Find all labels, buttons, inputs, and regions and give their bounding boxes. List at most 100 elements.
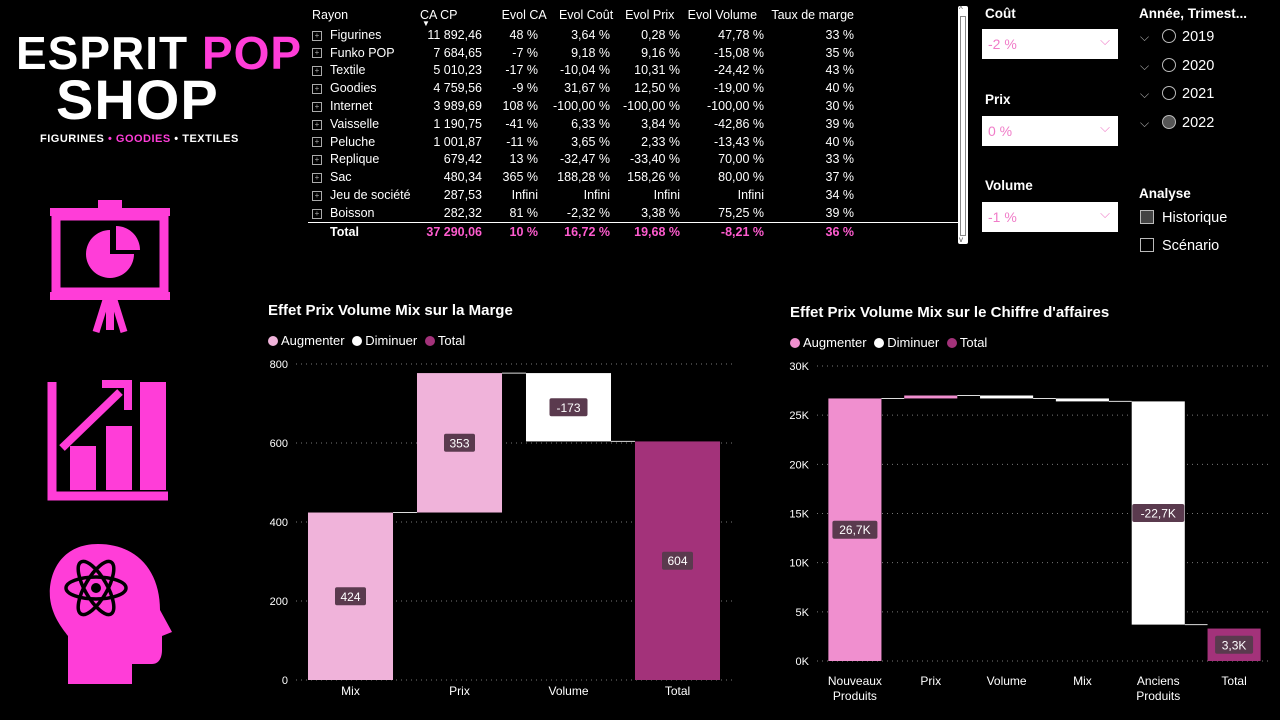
row-value-cell: 158,26 % <box>627 170 680 185</box>
expand-plus-icon[interactable]: + <box>312 208 322 219</box>
table-row[interactable]: + Peluche 1 001,87 -11 % 3,65 % 2,33 % -13,43 … <box>308 133 858 151</box>
scroll-down-icon[interactable]: v <box>959 235 963 244</box>
year-item-2019[interactable]: ⌵ 2019 <box>1140 29 1214 51</box>
row-value-cell: -33,40 % <box>629 152 680 167</box>
legend-item-diminuer[interactable]: Diminuer <box>874 335 939 350</box>
row-value-cell: -19,00 % <box>713 81 764 96</box>
expand-plus-icon[interactable]: + <box>312 119 322 130</box>
row-value-cell: 37 % <box>825 170 855 185</box>
expand-plus-icon[interactable]: + <box>312 83 322 94</box>
rayon-matrix-table: Rayon CA CP ▼ Evol CA Evol Coût Evol Pri… <box>308 4 958 256</box>
scrollbar-thumb[interactable] <box>960 16 966 236</box>
prix-dropdown[interactable]: 0 % ⌵ <box>982 116 1118 146</box>
ca-waterfall-chart[interactable]: 0K5K10K15K20K25K30K26,7KNouveauxProduits… <box>752 352 1272 712</box>
row-rayon-label: Sac <box>330 170 352 185</box>
expand-plus-icon[interactable]: + <box>312 48 322 59</box>
radio-selected-icon[interactable] <box>1162 115 1176 129</box>
data-label: 424 <box>340 590 360 604</box>
analyse-option-historique[interactable]: Historique <box>1140 210 1227 226</box>
logo-word-shop: SHOP <box>56 68 219 131</box>
row-value-cell: 3,65 % <box>571 134 610 149</box>
table-row[interactable]: + Internet 3 989,69 108 % -100,00 % -100,00 %… <box>308 97 858 115</box>
marge-waterfall-chart[interactable]: 0 200 400 600 800 424 Mix 353 Prix -173 Volume 604 T… <box>262 352 732 707</box>
table-row[interactable]: + Figurines 11 892,46 48 % 3,64 % 0,28 % 47,78… <box>308 26 858 44</box>
y-tick-label: 200 <box>270 596 288 608</box>
y-tick-label: 600 <box>270 438 288 450</box>
checkbox-icon[interactable] <box>1140 238 1154 252</box>
logo-tagline-goodies: GOODIES <box>115 133 171 145</box>
column-header-evol-ca[interactable]: Evol CA <box>501 8 547 22</box>
table-row[interactable]: + Replique 679,42 13 % -32,47 % -33,40 % 70,00… <box>308 151 858 169</box>
legend-dot <box>424 336 435 346</box>
column-header-evol-cout[interactable]: Evol Coût <box>558 8 614 22</box>
legend-item-augmenter[interactable]: Augmenter <box>790 335 867 350</box>
expand-plus-icon[interactable]: + <box>312 155 322 166</box>
table-row[interactable]: + Boisson 282,32 81 % -2,32 % 3,38 % 75,25 % 39… <box>308 204 858 222</box>
year-item-2020[interactable]: ⌵ 2020 <box>1140 58 1214 80</box>
table-row[interactable]: + Funko POP 7 684,65 -7 % 9,18 % 9,16 % -15,08… <box>308 44 858 62</box>
presentation-pie-chart-icon[interactable] <box>40 200 180 335</box>
row-rayon-cell: + Sac <box>308 168 416 186</box>
row-value-cell: 35 % <box>825 45 855 60</box>
row-value-cell: 3,38 % <box>641 205 680 220</box>
waterfall-bar-2 <box>904 395 958 399</box>
column-header-taux-de-marge[interactable]: Taux de marge <box>771 8 854 22</box>
cout-dropdown[interactable]: -2 % ⌵ <box>982 29 1118 59</box>
column-header-rayon[interactable]: Rayon <box>312 8 349 22</box>
legend-item-diminuer[interactable]: Diminuer <box>352 333 417 348</box>
column-header-ca-cp[interactable]: CA CP ▼ <box>416 4 494 28</box>
table-row[interactable]: + Jeu de société 287,53 Infini Infini Infini I… <box>308 186 858 204</box>
radio-icon[interactable] <box>1162 86 1176 100</box>
waterfall-bar-3 <box>980 395 1034 399</box>
legend-item-total[interactable]: Total <box>424 333 466 348</box>
expand-plus-icon[interactable]: + <box>312 137 322 148</box>
x-category-label: Nouveaux <box>828 674 882 688</box>
column-header-evol-volume[interactable]: Evol Volume <box>687 8 758 22</box>
expand-plus-icon[interactable]: + <box>312 190 322 201</box>
prix-slicer-label: Prix <box>985 92 1011 107</box>
total-evol-prix: 19,68 % <box>634 224 680 239</box>
row-value-cell: -10,04 % <box>559 63 610 78</box>
row-value-cell: -100,00 % <box>553 99 610 114</box>
row-rayon-cell: + Figurines <box>308 26 416 44</box>
analyse-option-scenario[interactable]: Scénario <box>1140 238 1219 254</box>
volume-dropdown[interactable]: -1 % ⌵ <box>982 202 1118 232</box>
table-row[interactable]: + Goodies 4 759,56 -9 % 31,67 % 12,50 % -19,00… <box>308 79 858 97</box>
scroll-up-icon[interactable]: ^ <box>959 5 963 14</box>
row-rayon-label: Peluche <box>330 134 376 149</box>
expand-plus-icon[interactable]: + <box>312 172 322 183</box>
table-row[interactable]: + Textile 5 010,23 -17 % -10,04 % 10,31 % -24,… <box>308 62 858 80</box>
radio-icon[interactable] <box>1162 58 1176 72</box>
year-item-2022[interactable]: ⌵ 2022 <box>1140 115 1214 137</box>
legend-dot <box>874 338 885 348</box>
expand-chevron-icon[interactable]: ⌵ <box>1140 30 1150 44</box>
column-header-evol-prix[interactable]: Evol Prix <box>625 8 675 22</box>
data-label: 3,3K <box>1222 638 1247 652</box>
expand-plus-icon[interactable]: + <box>312 66 322 77</box>
prix-dropdown-value: 0 % <box>988 123 1013 139</box>
legend-label: Total <box>437 333 466 348</box>
row-rayon-label: Jeu de société <box>330 188 411 203</box>
radio-icon[interactable] <box>1162 29 1176 43</box>
row-rayon-cell: + Boisson <box>308 204 416 222</box>
expand-chevron-icon[interactable]: ⌵ <box>1140 59 1150 73</box>
legend-item-augmenter[interactable]: Augmenter <box>268 333 345 348</box>
expand-plus-icon[interactable]: + <box>312 30 322 41</box>
table-body[interactable]: + Figurines 11 892,46 48 % 3,64 % 0,28 % 47,78… <box>308 26 958 223</box>
expand-chevron-icon[interactable]: ⌵ <box>1140 116 1150 130</box>
growth-bar-chart-icon[interactable] <box>40 378 180 503</box>
sort-descending-icon: ▼ <box>422 19 430 28</box>
table-row[interactable]: + Vaisselle 1 190,75 -41 % 6,33 % 3,84 % -42,8… <box>308 115 858 133</box>
expand-chevron-icon[interactable]: ⌵ <box>1140 87 1150 101</box>
year-item-2021[interactable]: ⌵ 2021 <box>1140 86 1214 108</box>
x-category-label: Produits <box>1136 689 1180 703</box>
expand-plus-icon[interactable]: + <box>312 101 322 112</box>
checkbox-checked-icon[interactable] <box>1140 210 1154 224</box>
x-category-label: Volume <box>548 684 588 698</box>
table-row[interactable]: + Sac 480,34 365 % 188,28 % 158,26 % 80,00 % 37… <box>308 168 858 186</box>
legend-item-total[interactable]: Total <box>946 335 987 350</box>
row-rayon-label: Textile <box>330 63 366 78</box>
head-atom-icon[interactable] <box>40 540 180 685</box>
table-scrollbar[interactable]: ^ v <box>958 5 968 244</box>
row-value-cell: 5 010,23 <box>433 63 482 78</box>
